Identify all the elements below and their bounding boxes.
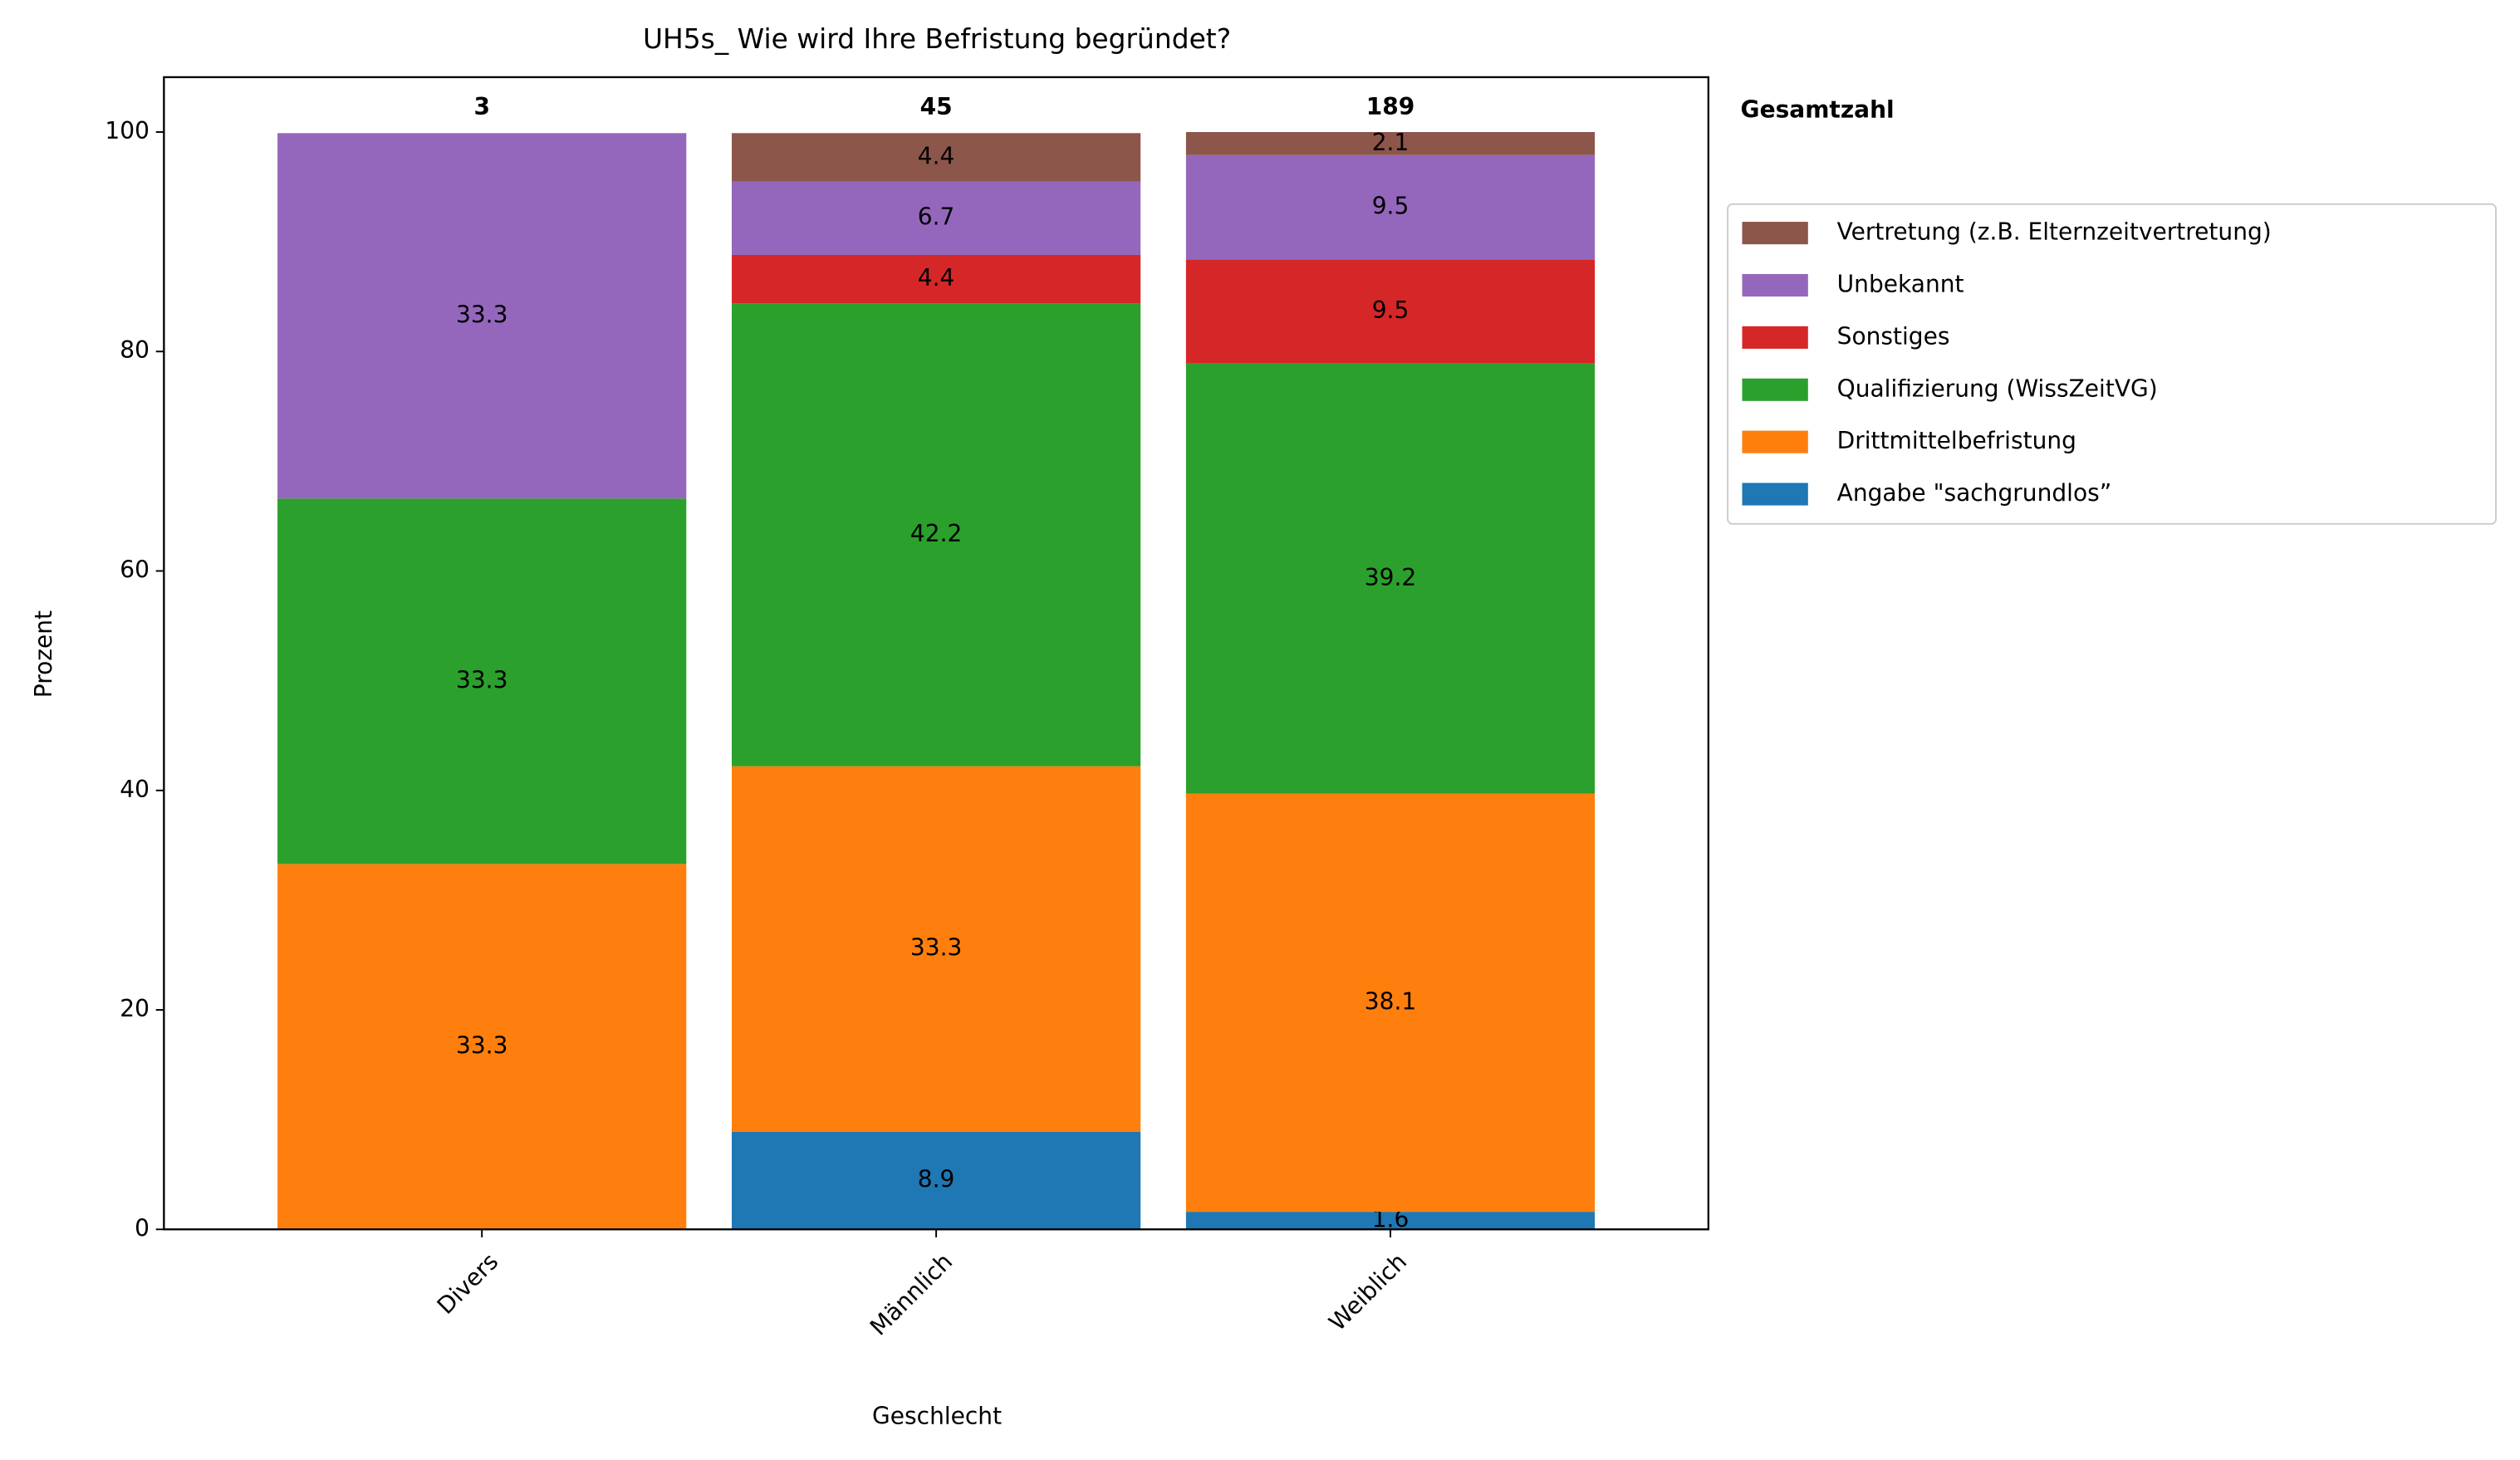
bar-segment [731, 766, 1141, 1132]
legend-swatch [1742, 430, 1808, 453]
legend-swatch [1742, 273, 1808, 297]
bar-segment [1185, 259, 1596, 364]
value-label: 33.3 [456, 1031, 507, 1059]
bar-segment [731, 181, 1141, 255]
value-label: 38.1 [1365, 987, 1416, 1015]
total-label: 45 [920, 93, 953, 120]
axes-frame [163, 76, 1710, 1231]
bar-segment [277, 498, 687, 865]
bar-segment [1185, 131, 1596, 155]
bar-segment [1185, 363, 1596, 794]
value-label: 39.2 [1365, 564, 1416, 591]
value-label: 33.3 [456, 666, 507, 693]
bar-segment [1185, 793, 1596, 1213]
value-label: 2.1 [1372, 129, 1410, 156]
totals-label: Gesamtzahl [1741, 96, 1895, 124]
total-label: 3 [473, 93, 490, 120]
legend-swatch [1742, 378, 1808, 401]
bar-segment [731, 133, 1141, 182]
chart-title: UH5s_ Wie wird Ihre Befristung begründet… [643, 22, 1231, 55]
y-tick-label: 100 [105, 117, 150, 145]
value-label: 42.2 [910, 520, 962, 547]
legend-swatch [1742, 483, 1808, 506]
legend-label: Qualifizierung (WissZeitVG) [1837, 375, 2158, 402]
x-axis-label: Geschlecht [872, 1403, 1002, 1430]
total-label: 189 [1366, 93, 1415, 120]
value-label: 6.7 [918, 203, 955, 231]
y-axis-label: Prozent [30, 610, 57, 698]
y-tick-label: 80 [120, 336, 150, 364]
bar-segment [731, 303, 1141, 767]
bar-segment [1185, 154, 1596, 260]
legend-label: Drittmittelbefristung [1837, 427, 2076, 454]
legend-frame [1727, 203, 2497, 525]
value-label: 4.4 [918, 142, 955, 169]
y-tick-label: 60 [120, 556, 150, 584]
legend-swatch [1742, 326, 1808, 349]
bar-segment [1185, 1212, 1596, 1230]
bar-segment [731, 254, 1141, 304]
value-label: 8.9 [918, 1165, 955, 1193]
value-label: 9.5 [1372, 193, 1410, 220]
legend-label: Unbekannt [1837, 271, 1964, 298]
bar-segment [731, 1131, 1141, 1230]
legend-label: Angabe "sachgrundlos” [1837, 479, 2112, 507]
y-tick-label: 20 [120, 995, 150, 1022]
bar-segment [277, 133, 687, 499]
value-label: 4.4 [918, 264, 955, 292]
value-label: 33.3 [910, 934, 962, 962]
legend-label: Vertretung (z.B. Elternzeitvertretung) [1837, 218, 2272, 246]
legend-label: Sonstiges [1837, 322, 1950, 350]
y-tick-label: 40 [120, 776, 150, 803]
value-label: 9.5 [1372, 296, 1410, 324]
value-label: 33.3 [456, 301, 507, 328]
legend-swatch [1742, 222, 1808, 245]
bar-segment [277, 864, 687, 1230]
y-tick-label: 0 [135, 1214, 150, 1242]
